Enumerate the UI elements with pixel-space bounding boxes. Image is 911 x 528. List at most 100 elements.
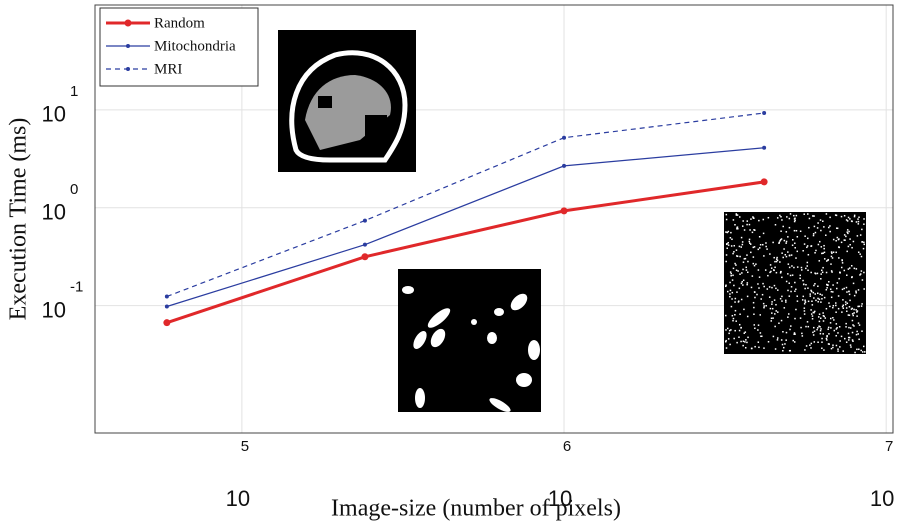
noise-dot bbox=[852, 315, 854, 317]
noise-dot bbox=[744, 341, 746, 343]
noise-dot bbox=[826, 272, 828, 274]
noise-dot bbox=[741, 272, 743, 274]
noise-dot bbox=[804, 307, 806, 309]
noise-dot bbox=[804, 235, 806, 237]
noise-dot bbox=[804, 303, 806, 305]
noise-dot bbox=[802, 250, 804, 252]
noise-dot bbox=[831, 291, 833, 293]
noise-dot bbox=[853, 241, 855, 243]
noise-dot bbox=[863, 218, 865, 220]
noise-dot bbox=[828, 259, 830, 261]
noise-dot bbox=[770, 308, 772, 310]
noise-dot bbox=[727, 328, 729, 330]
noise-dot bbox=[779, 240, 781, 242]
noise-dot bbox=[854, 216, 856, 218]
noise-dot bbox=[778, 322, 780, 324]
noise-dot bbox=[818, 325, 820, 327]
noise-dot bbox=[741, 283, 743, 285]
noise-dot bbox=[800, 231, 802, 233]
data-point bbox=[761, 178, 768, 185]
noise-dot bbox=[810, 295, 812, 297]
noise-dot bbox=[814, 330, 816, 332]
noise-dot bbox=[831, 297, 833, 299]
noise-dot bbox=[817, 286, 819, 288]
noise-dot bbox=[751, 287, 753, 289]
noise-dot bbox=[784, 343, 786, 345]
noise-dot bbox=[836, 288, 838, 290]
noise-dot bbox=[851, 265, 853, 267]
noise-dot bbox=[843, 307, 845, 309]
noise-dot bbox=[782, 257, 784, 259]
data-point bbox=[165, 305, 169, 309]
noise-dot bbox=[811, 313, 813, 315]
noise-dot bbox=[765, 305, 767, 307]
noise-dot bbox=[856, 331, 858, 333]
legend-marker bbox=[126, 44, 130, 48]
noise-dot bbox=[839, 272, 841, 274]
noise-dot bbox=[746, 342, 748, 344]
noise-dot bbox=[810, 347, 812, 349]
noise-dot bbox=[763, 255, 765, 256]
noise-dot bbox=[786, 281, 788, 283]
noise-dot bbox=[838, 278, 840, 280]
noise-dot bbox=[846, 251, 848, 253]
noise-dot bbox=[851, 220, 853, 222]
noise-dot bbox=[741, 299, 743, 301]
noise-dot bbox=[811, 300, 813, 302]
noise-dot bbox=[819, 293, 821, 295]
noise-dot bbox=[731, 245, 733, 247]
noise-dot bbox=[849, 238, 851, 240]
noise-dot bbox=[736, 214, 738, 216]
noise-dot bbox=[742, 269, 744, 271]
noise-dot bbox=[753, 263, 755, 265]
noise-dot bbox=[858, 339, 860, 341]
noise-dot bbox=[786, 256, 788, 258]
noise-dot bbox=[784, 307, 786, 309]
noise-dot bbox=[749, 229, 751, 231]
noise-dot bbox=[781, 339, 783, 341]
noise-dot bbox=[826, 336, 828, 338]
noise-dot bbox=[804, 243, 806, 245]
noise-dot bbox=[836, 345, 838, 347]
noise-dot bbox=[742, 225, 744, 227]
noise-dot bbox=[773, 336, 775, 338]
noise-dot bbox=[782, 344, 784, 346]
noise-dot bbox=[809, 218, 811, 220]
noise-dot bbox=[732, 292, 734, 294]
noise-dot bbox=[807, 287, 809, 289]
noise-dot bbox=[738, 336, 740, 338]
noise-dot bbox=[779, 242, 781, 244]
noise-dot bbox=[848, 339, 850, 341]
noise-dot bbox=[809, 344, 811, 346]
noise-dot bbox=[772, 242, 774, 244]
noise-dot bbox=[784, 240, 786, 242]
noise-dot bbox=[759, 247, 761, 249]
noise-dot bbox=[813, 292, 815, 294]
noise-dot bbox=[826, 260, 828, 262]
noise-dot bbox=[725, 315, 727, 317]
noise-dot bbox=[846, 311, 848, 313]
noise-dot bbox=[767, 288, 769, 290]
noise-dot bbox=[862, 351, 864, 353]
noise-dot bbox=[736, 249, 738, 251]
noise-dot bbox=[796, 215, 798, 217]
noise-dot bbox=[848, 231, 850, 233]
noise-dot bbox=[797, 251, 799, 253]
noise-dot bbox=[746, 224, 748, 226]
noise-dot bbox=[796, 230, 798, 232]
noise-dot bbox=[858, 289, 860, 291]
noise-dot bbox=[804, 349, 806, 351]
y-axis-label: Execution Time (ms) bbox=[6, 118, 32, 321]
noise-dot bbox=[835, 214, 837, 216]
noise-dot bbox=[758, 269, 760, 271]
noise-dot bbox=[733, 251, 735, 253]
noise-dot bbox=[785, 254, 787, 256]
noise-dot bbox=[830, 318, 832, 320]
noise-dot bbox=[833, 239, 835, 241]
noise-dot bbox=[812, 318, 814, 320]
noise-dot bbox=[758, 287, 760, 289]
noise-dot bbox=[797, 300, 799, 302]
noise-dot bbox=[739, 256, 741, 258]
noise-dot bbox=[860, 234, 862, 236]
noise-dot bbox=[838, 295, 840, 297]
